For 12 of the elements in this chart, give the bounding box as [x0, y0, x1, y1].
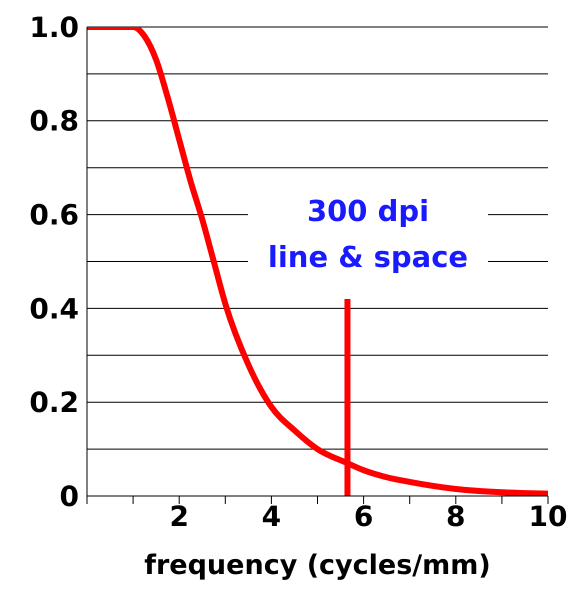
x-tick-label: 10	[528, 500, 568, 533]
x-tick-label: 8	[446, 500, 466, 533]
y-tick-label: 0.6	[29, 198, 79, 232]
x-tick-label: 2	[169, 500, 189, 533]
x-axis-title: frequency (cycles/mm)	[144, 550, 491, 581]
y-tick-label: 0	[60, 480, 79, 513]
x-tick-label: 4	[262, 500, 282, 533]
y-tick-label: 0.4	[29, 292, 79, 326]
y-tick-label: 1.0	[29, 10, 79, 44]
y-tick-label: 0.8	[29, 104, 79, 138]
x-tick-label: 6	[354, 500, 374, 533]
y-tick-label: 0.2	[29, 386, 79, 420]
